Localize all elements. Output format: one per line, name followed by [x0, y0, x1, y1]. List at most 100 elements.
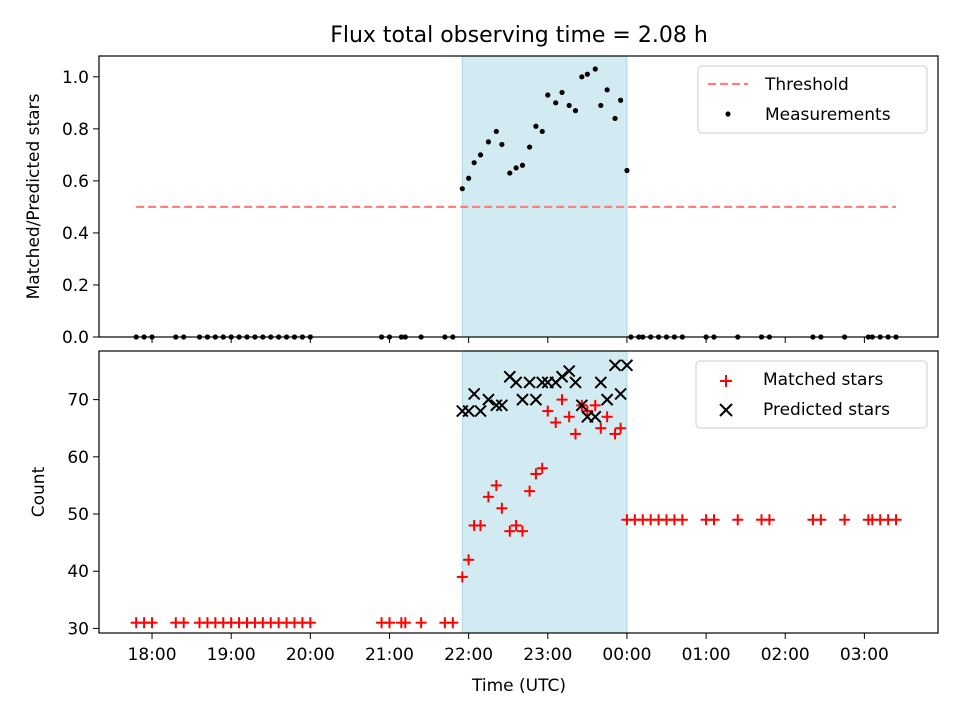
- matched-star-point: [524, 485, 536, 497]
- matched-star-point: [890, 514, 902, 526]
- predicted-star-point: [575, 399, 589, 412]
- matched-star-point: [601, 411, 613, 423]
- measurement-point: [459, 186, 465, 192]
- y-top-tick-label: 0.6: [62, 172, 89, 192]
- predicted-star-point: [495, 399, 509, 412]
- predicted-star-point: [600, 393, 614, 406]
- y-top-tick-label: 1.0: [62, 68, 89, 88]
- observing-window-shade: [461, 55, 628, 338]
- x-tick-label: 00:00: [602, 645, 651, 665]
- measurement-point: [618, 97, 624, 103]
- matched-star-point: [732, 514, 744, 526]
- measurement-point: [519, 162, 526, 168]
- x-tick-label: 02:00: [761, 645, 810, 665]
- predicted-star-point: [562, 364, 576, 378]
- y-axis-top: 0.0 0.2 0.4 0.6 0.8 1.0: [62, 68, 99, 348]
- measurement-point: [566, 102, 572, 109]
- count-points: [130, 359, 902, 629]
- predicted-star-point: [614, 387, 627, 401]
- measurement-point: [579, 74, 585, 80]
- measurement-point: [604, 87, 610, 93]
- matched-star-point: [496, 502, 508, 514]
- matched-star-point: [463, 554, 475, 566]
- predicted-star-point: [620, 359, 634, 372]
- matched-star-point: [475, 519, 487, 531]
- matched-star-point: [589, 399, 601, 411]
- legend-top: Threshold Measurements: [697, 65, 928, 134]
- legend-threshold-label: Threshold: [764, 75, 849, 95]
- legend-measurements-swatch: [725, 111, 731, 117]
- chart-title: Flux total observing time = 2.08 h: [330, 23, 708, 48]
- predicted-star-point: [608, 359, 622, 372]
- x-tick-label: 23:00: [523, 645, 572, 665]
- y-bottom-tick-label: 60: [67, 448, 89, 468]
- matched-star-point: [415, 617, 427, 629]
- measurement-point: [584, 71, 590, 77]
- y-top-tick-label: 0.8: [62, 120, 89, 140]
- measurement-point: [493, 128, 499, 135]
- matched-star-point: [615, 422, 627, 434]
- matched-star-point: [456, 571, 468, 583]
- x-tick-label: 19:00: [207, 645, 256, 665]
- predicted-star-point: [474, 404, 487, 418]
- predicted-star-point: [482, 393, 495, 406]
- matched-star-point: [676, 514, 688, 526]
- predicted-star-point: [536, 376, 549, 389]
- matched-star-point: [516, 525, 528, 537]
- measurement-point: [592, 66, 598, 72]
- matched-star-point: [490, 479, 502, 491]
- matched-star-point: [399, 617, 411, 629]
- x-axis-label: Time (UTC): [471, 676, 566, 696]
- predicted-star-point: [594, 376, 608, 389]
- legend-box-bottom: [695, 360, 928, 429]
- matched-star-point: [563, 411, 575, 423]
- predicted-star-point: [467, 387, 481, 401]
- legend-predicted-label: Predicted stars: [763, 400, 890, 420]
- measurement-point: [513, 165, 519, 171]
- x-axis-bottom: 18:00 19:00 20:00 21:00 22:00 23:00 00:00 01:00…: [128, 633, 889, 665]
- predicted-star-point: [589, 410, 602, 423]
- legend-matched-label: Matched stars: [763, 370, 883, 390]
- measurement-point: [477, 152, 484, 158]
- matched-star-point: [595, 422, 607, 434]
- matched-star-point: [763, 514, 775, 526]
- measurement-point: [539, 128, 545, 135]
- matched-star-point: [304, 617, 316, 629]
- x-tick-label: 01:00: [682, 645, 731, 665]
- y-top-tick-label: 0.0: [62, 328, 89, 348]
- predicted-star-point: [509, 376, 523, 389]
- x-tick-label: 22:00: [444, 645, 493, 665]
- measurement-point: [466, 175, 472, 181]
- matched-star-point: [504, 525, 516, 537]
- measurement-point: [533, 123, 539, 129]
- matched-star-point: [536, 462, 548, 474]
- legend-bottom: Matched stars Predicted stars: [695, 360, 928, 429]
- matched-star-point: [550, 417, 562, 429]
- predicted-star-point: [462, 404, 475, 418]
- matched-star-point: [146, 617, 158, 629]
- count-panel: 30 40 50 60 70 18:00 19:00 20:00 21:00 22:00 23:0…: [29, 350, 939, 696]
- plot-frame-bottom: [98, 350, 939, 634]
- measurement-point: [559, 89, 565, 96]
- matched-star-point: [708, 514, 720, 526]
- x-tick-label: 21:00: [365, 645, 414, 665]
- matched-star-point: [447, 617, 459, 629]
- y-bottom-tick-label: 30: [67, 619, 89, 639]
- matched-star-point: [609, 428, 621, 440]
- measurement-point: [598, 102, 604, 109]
- matched-star-point: [383, 617, 395, 629]
- x-ticks-top: [151, 337, 865, 343]
- y-axis-label-bottom: Count: [29, 466, 49, 517]
- matched-star-point: [178, 617, 190, 629]
- legend-measurements-label: Measurements: [765, 105, 891, 125]
- predicted-star-point: [569, 376, 582, 389]
- matched-star-point: [556, 394, 568, 406]
- predicted-star-point: [523, 376, 536, 389]
- matched-star-point: [569, 428, 581, 440]
- measurement-point: [612, 115, 618, 122]
- y-bottom-tick-label: 50: [67, 505, 89, 525]
- observing-window-shade: [461, 350, 628, 634]
- measurement-point: [624, 167, 630, 174]
- matched-star-point: [581, 405, 593, 417]
